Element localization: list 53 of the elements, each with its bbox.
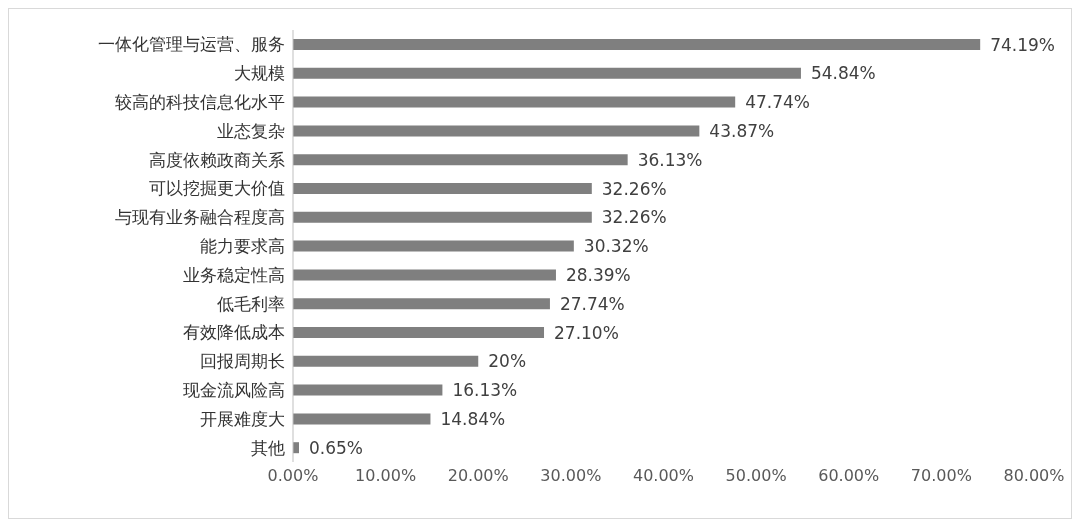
data-label: 30.32% (583, 236, 649, 257)
data-label: 36.13% (637, 149, 703, 170)
data-label: 0.65% (309, 437, 364, 458)
bar (293, 154, 628, 166)
y-tick-label: 业务稳定性高 (183, 264, 285, 285)
y-tick-label: 回报周期长 (200, 351, 285, 372)
bar (293, 327, 545, 338)
x-tick-label: 20.00% (447, 466, 509, 486)
x-tick-label: 30.00% (540, 466, 602, 486)
y-tick-label: 开展难度大 (200, 408, 285, 429)
y-tick-label: 业态复杂 (217, 120, 285, 141)
bar (293, 183, 592, 194)
data-label: 32.26% (601, 207, 667, 228)
x-tick-label: 70.00% (910, 466, 972, 486)
bar (293, 384, 443, 396)
x-tick-label: 0.00% (267, 466, 319, 486)
data-label: 28.39% (565, 264, 631, 285)
bar (293, 298, 550, 310)
bar (293, 211, 592, 223)
bar (293, 96, 736, 108)
data-label: 14.84% (440, 408, 506, 429)
x-tick-label: 10.00% (355, 466, 417, 486)
y-tick-label: 大规模 (234, 63, 285, 84)
y-tick-label: 其他 (251, 437, 285, 458)
y-tick-label: 较高的科技信息化水平 (115, 92, 285, 113)
bar (293, 39, 981, 50)
bar (293, 67, 801, 79)
y-tick-label: 可以挖掘更大价值 (149, 178, 285, 199)
data-label: 54.84% (810, 63, 876, 84)
data-label: 47.74% (745, 92, 811, 113)
data-label: 27.10% (554, 322, 619, 343)
data-label: 16.13% (452, 380, 518, 401)
y-tick-label: 一体化管理与运营、服务 (98, 34, 285, 55)
data-label: 43.87% (709, 120, 775, 141)
bar (293, 413, 431, 425)
x-tick-label: 40.00% (632, 466, 695, 486)
x-tick-label: 80.00% (1003, 466, 1065, 486)
y-tick-label: 现金流风险高 (183, 380, 285, 401)
y-tick-label: 低毛利率 (217, 293, 285, 314)
y-tick-label: 有效降低成本 (183, 322, 285, 343)
x-tick-label: 50.00% (725, 466, 787, 486)
data-label: 32.26% (601, 178, 667, 199)
data-label: 20% (488, 351, 527, 372)
bar (293, 240, 574, 252)
data-label: 74.19% (990, 34, 1056, 55)
y-tick-label: 高度依赖政商关系 (149, 149, 285, 170)
data-label: 27.74% (559, 293, 625, 314)
y-tick-label: 与现有业务融合程度高 (115, 207, 285, 228)
bar (293, 269, 556, 281)
bar (293, 355, 479, 367)
y-tick-label: 能力要求高 (200, 236, 285, 257)
bar (293, 125, 700, 137)
x-tick-label: 60.00% (818, 466, 880, 486)
